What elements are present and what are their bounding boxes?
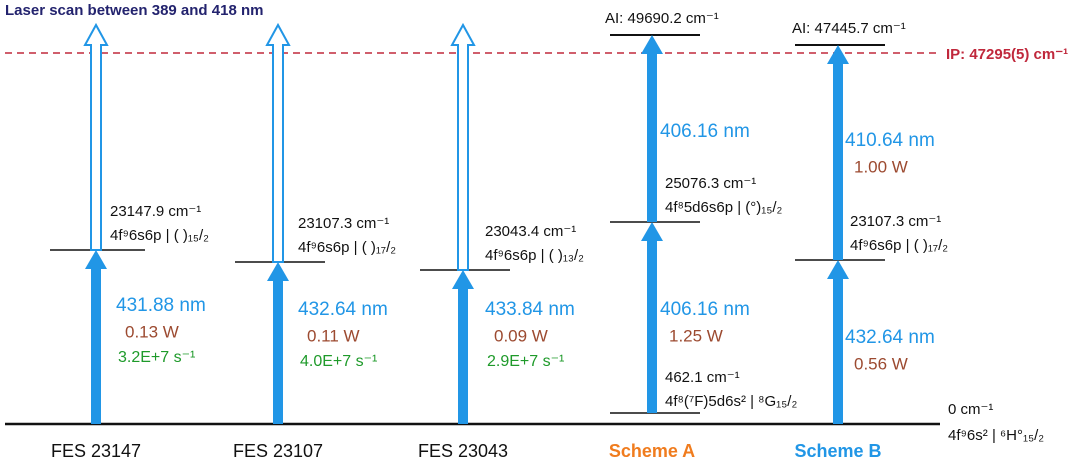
power: 0.56 W bbox=[854, 354, 908, 373]
power: 1.25 W bbox=[669, 326, 723, 345]
column-name: FES 23043 bbox=[418, 441, 508, 461]
level-energy: 23107.3 cm⁻¹ bbox=[850, 213, 941, 230]
arrow-shaft bbox=[273, 278, 283, 424]
arrow-shaft bbox=[833, 276, 843, 424]
arrow-head bbox=[827, 260, 849, 279]
hollow-arrow bbox=[265, 22, 291, 263]
wavelength: 406.16 nm bbox=[660, 299, 750, 320]
wavelength: 410.64 nm bbox=[845, 130, 935, 151]
power: 0.13 W bbox=[125, 322, 179, 341]
ai-label: AI: 47445.7 cm⁻¹ bbox=[792, 20, 906, 37]
wavelength: 432.64 nm bbox=[845, 327, 935, 348]
arrow-head bbox=[452, 270, 474, 289]
column-name: FES 23147 bbox=[51, 441, 141, 461]
level-config: 4f⁹6s6p | ( )₁₇/₂ bbox=[298, 239, 396, 256]
wavelength: 433.84 nm bbox=[485, 299, 575, 320]
hollow-arrow bbox=[450, 22, 476, 271]
level-config: 4f⁹6s6p | ( )₁₅/₂ bbox=[110, 227, 209, 244]
power: 1.00 W bbox=[854, 157, 908, 176]
ai-label: AI: 49690.2 cm⁻¹ bbox=[605, 10, 719, 27]
arrow-head bbox=[641, 222, 663, 241]
arrow-head bbox=[827, 45, 849, 64]
arrow-shaft bbox=[647, 238, 657, 413]
level-energy: 462.1 cm⁻¹ bbox=[665, 369, 740, 386]
rate: 4.0E+7 s⁻¹ bbox=[300, 353, 377, 370]
level-energy: 23107.3 cm⁻¹ bbox=[298, 215, 389, 232]
rate: 2.9E+7 s⁻¹ bbox=[487, 353, 564, 370]
power: 0.11 W bbox=[307, 326, 360, 345]
hollow-arrow bbox=[83, 22, 109, 251]
ip-label: IP: 47295(5) cm⁻¹ bbox=[946, 46, 1068, 63]
level-energy: 25076.3 cm⁻¹ bbox=[665, 175, 756, 192]
level-config: 4f⁸5d6s6p | (°)₁₅/₂ bbox=[665, 199, 783, 216]
wavelength: 432.64 nm bbox=[298, 299, 388, 320]
column-name: Scheme A bbox=[609, 441, 695, 461]
level-config: 4f⁸(⁷F)5d6s² | ⁸G₁₅/₂ bbox=[665, 393, 797, 410]
arrow-head bbox=[267, 262, 289, 281]
arrow-shaft bbox=[91, 266, 101, 424]
arrow-head bbox=[85, 250, 107, 269]
power: 0.09 W bbox=[494, 326, 548, 345]
ground-energy: 0 cm⁻¹ bbox=[948, 401, 993, 418]
level-energy: 23043.4 cm⁻¹ bbox=[485, 223, 576, 240]
ground-config: 4f⁹6s² | ⁶H°₁₅/₂ bbox=[948, 427, 1044, 444]
rate: 3.2E+7 s⁻¹ bbox=[118, 349, 195, 366]
title: Laser scan between 389 and 418 nm bbox=[5, 2, 263, 19]
column-name: FES 23107 bbox=[233, 441, 323, 461]
arrow-shaft bbox=[458, 286, 468, 424]
arrow-head bbox=[641, 35, 663, 54]
wavelength: 431.88 nm bbox=[116, 295, 206, 316]
arrow-shaft bbox=[647, 51, 657, 222]
level-energy: 23147.9 cm⁻¹ bbox=[110, 203, 201, 220]
level-config: 4f⁹6s6p | ( )₁₇/₂ bbox=[850, 237, 948, 254]
column-name: Scheme B bbox=[794, 441, 881, 461]
arrow-shaft bbox=[833, 61, 843, 260]
level-config: 4f⁹6s6p | ( )₁₃/₂ bbox=[485, 247, 584, 264]
wavelength: 406.16 nm bbox=[660, 121, 750, 142]
